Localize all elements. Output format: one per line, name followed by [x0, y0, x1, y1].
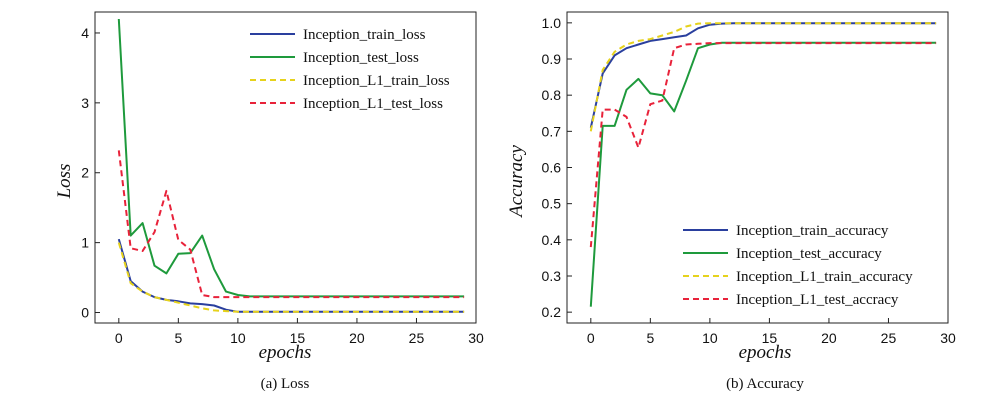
loss-y-tick-label: 1 — [81, 235, 89, 251]
accuracy-y-axis-label: Accuracy — [506, 145, 527, 219]
accuracy-x-ticks: 0 5 10 15 20 25 30 — [587, 318, 956, 346]
loss-y-tick-label: 3 — [81, 95, 89, 111]
accuracy-y-ticks: 0.2 0.3 0.4 0.5 0.6 0.7 0.8 0.9 1.0 — [542, 15, 572, 320]
accuracy-y-tick-label: 0.3 — [542, 268, 562, 284]
accuracy-y-tick-label: 0.8 — [542, 87, 562, 103]
loss-series-line-4 — [117, 150, 465, 299]
loss-series-line-1 — [117, 238, 465, 313]
loss-series-line-3 — [117, 242, 465, 313]
accuracy-y-tick-label: 1.0 — [542, 15, 562, 31]
loss-x-tick-label: 5 — [174, 330, 182, 346]
loss-caption: (a) Loss — [261, 376, 310, 392]
accuracy-y-tick-label: 0.7 — [542, 123, 562, 139]
accuracy-legend: Inception_train_accuracy Inception_test_a… — [683, 223, 913, 308]
loss-legend: Inception_train_loss Inception_test_loss I… — [250, 27, 450, 112]
loss-y-tick-label: 2 — [81, 165, 89, 181]
loss-y-tick-label: 0 — [81, 305, 89, 321]
accuracy-legend-label: Inception_test_accuracy — [736, 246, 882, 262]
accuracy-y-tick-label: 0.6 — [542, 160, 562, 176]
loss-legend-label: Inception_train_loss — [303, 27, 426, 43]
accuracy-series-line-4 — [589, 42, 937, 248]
loss-x-ticks: 0 5 10 15 20 25 30 — [115, 318, 484, 346]
loss-series — [117, 18, 465, 313]
accuracy-x-axis-label: epochs — [739, 342, 792, 363]
loss-y-axis-label: Loss — [54, 164, 75, 200]
accuracy-series-line-1 — [589, 22, 937, 128]
accuracy-x-tick-label: 30 — [940, 330, 956, 346]
accuracy-legend-label: Inception_train_accuracy — [736, 223, 889, 239]
accuracy-y-tick-label: 0.4 — [542, 232, 562, 248]
accuracy-series-line-2 — [589, 41, 937, 307]
accuracy-series-line-3 — [589, 22, 937, 132]
loss-legend-label: Inception_L1_train_loss — [303, 73, 450, 89]
accuracy-chart: 0 5 10 15 20 25 30 0.2 0.3 0.4 0.5 0.6 0.7 0.8 0.9 1.0… — [506, 11, 956, 392]
loss-x-tick-label: 0 — [115, 330, 123, 346]
accuracy-y-tick-label: 0.5 — [542, 196, 562, 212]
loss-x-tick-label: 25 — [409, 330, 425, 346]
loss-legend-label: Inception_test_loss — [303, 50, 419, 66]
loss-y-tick-label: 4 — [81, 25, 89, 41]
loss-legend-label: Inception_L1_test_loss — [303, 96, 443, 112]
loss-x-tick-label: 20 — [349, 330, 365, 346]
loss-x-axis-label: epochs — [259, 342, 312, 363]
accuracy-y-tick-label: 0.9 — [542, 51, 562, 67]
accuracy-x-tick-label: 10 — [702, 330, 718, 346]
loss-x-tick-label: 10 — [230, 330, 246, 346]
accuracy-x-tick-label: 25 — [881, 330, 897, 346]
loss-plot-frame — [94, 11, 477, 324]
loss-x-tick-label: 30 — [468, 330, 484, 346]
accuracy-x-tick-label: 20 — [821, 330, 837, 346]
accuracy-legend-label: Inception_L1_train_accuracy — [736, 269, 913, 285]
accuracy-x-tick-label: 5 — [646, 330, 654, 346]
loss-y-ticks: 0 1 2 3 4 — [81, 25, 100, 321]
accuracy-x-tick-label: 15 — [762, 330, 778, 346]
accuracy-y-tick-label: 0.2 — [542, 304, 562, 320]
loss-x-tick-label: 15 — [290, 330, 306, 346]
accuracy-x-tick-label: 0 — [587, 330, 595, 346]
accuracy-caption: (b) Accuracy — [726, 376, 804, 392]
accuracy-series — [589, 22, 937, 307]
accuracy-legend-label: Inception_L1_test_accracy — [736, 292, 899, 308]
